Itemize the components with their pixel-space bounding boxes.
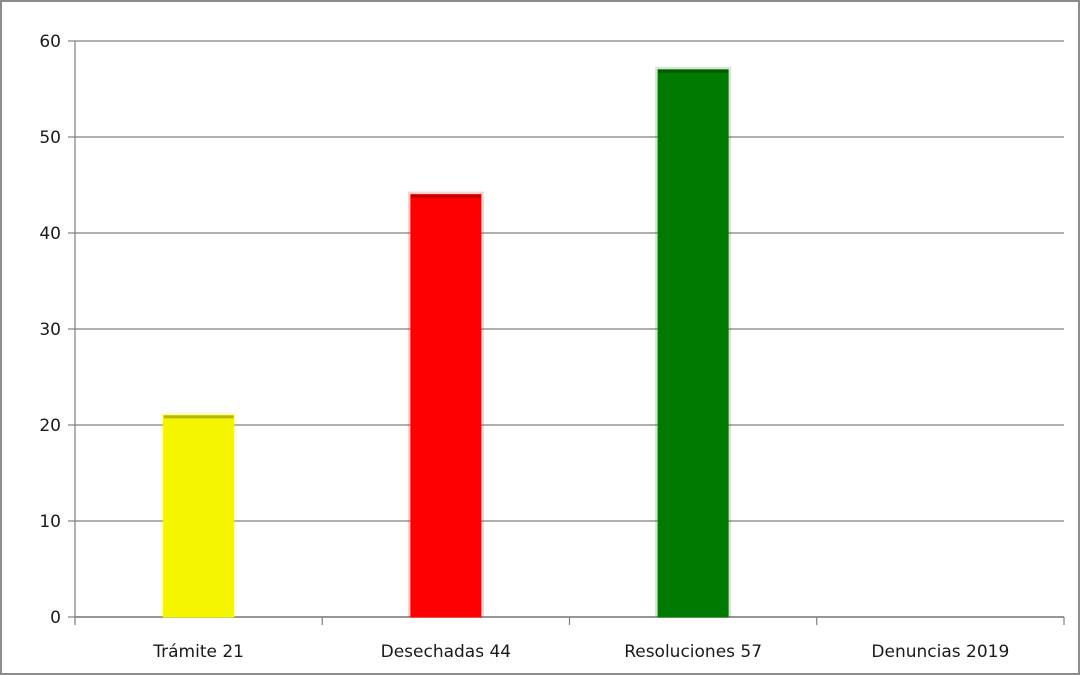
x-category-label: Denuncias 2019 xyxy=(871,642,1009,662)
y-tick-label: 0 xyxy=(50,608,61,628)
grid-layer xyxy=(75,40,1064,618)
y-tick-label: 30 xyxy=(39,320,61,340)
bar xyxy=(163,414,235,618)
x-category-label: Desechadas 44 xyxy=(381,642,512,662)
y-tick-label: 40 xyxy=(39,224,61,244)
bar xyxy=(657,69,729,618)
bar xyxy=(410,194,482,618)
y-tick-label: 10 xyxy=(39,512,61,532)
x-category-label: Trámite 21 xyxy=(152,642,244,662)
axis-layer xyxy=(68,40,1065,625)
y-tick-label: 50 xyxy=(39,128,61,148)
y-tick-label: 20 xyxy=(39,416,61,436)
bar-layer xyxy=(160,66,732,618)
x-category-label: Resoluciones 57 xyxy=(624,642,762,662)
label-layer: 0 10 20 30 40 50 60 Trámite 21 Desechadas 44 Reso… xyxy=(39,32,1009,662)
y-tick-label: 60 xyxy=(39,32,61,52)
